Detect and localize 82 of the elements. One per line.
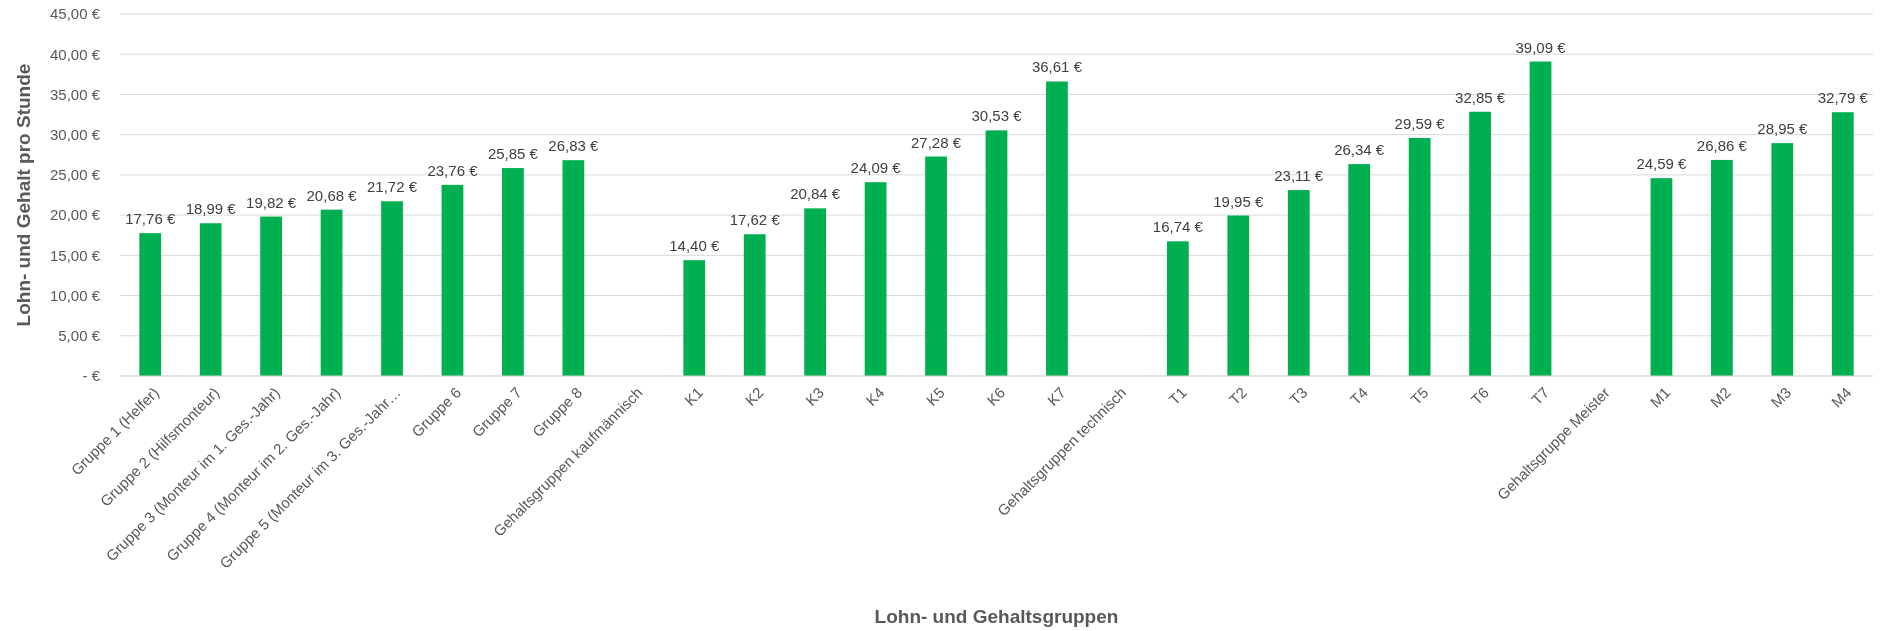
data-label: 18,99 € [185,200,237,218]
y-axis-title: Lohn- und Gehalt pro Stunde [13,63,34,327]
x-tick-label: M1 [1646,383,1674,411]
data-label: 26,83 € [548,137,600,155]
x-axis-title: Lohn- und Gehaltsgruppen [874,606,1119,627]
x-tick-label: T2 [1225,383,1251,409]
x-tick-label: T1 [1165,383,1190,409]
x-tick-label: K7 [1043,383,1069,409]
y-tick-label: 25,00 € [49,166,101,184]
y-tick-label: - € [82,367,101,385]
bar [1227,215,1250,376]
y-tick-label: 30,00 € [49,125,101,143]
bar [1166,241,1189,376]
data-label: 23,76 € [427,161,479,179]
bar [1650,178,1673,376]
x-tick-label: K2 [741,383,767,409]
data-label: 26,86 € [1696,136,1748,154]
y-tick-label: 20,00 € [49,206,101,224]
bar [1408,137,1431,376]
x-tick-label: K5 [922,383,948,409]
data-label: 25,85 € [487,145,539,163]
bar [683,260,706,376]
bar [562,160,585,376]
x-tick-label: T6 [1467,383,1492,409]
data-label: 20,68 € [306,186,358,204]
bar [1469,111,1491,376]
data-label: 16,74 € [1152,218,1204,236]
x-tick-label: K3 [801,383,827,409]
y-tick-label: 15,00 € [49,246,101,264]
bar [381,201,403,376]
bar [441,184,464,376]
bar [864,182,887,376]
data-label: 32,85 € [1455,88,1506,106]
bar [925,156,947,376]
bar [1287,190,1310,376]
data-label: 20,84 € [790,185,841,203]
x-tick-label: K4 [862,383,888,409]
y-tick-label: 10,00 € [49,286,101,304]
y-tick-label: 35,00 € [49,85,101,103]
data-label: 17,62 € [729,211,781,229]
bar [1046,81,1068,376]
x-tick-label: K6 [983,383,1009,409]
bar [320,209,343,376]
bar [1711,159,1733,376]
bar [743,234,766,376]
data-label: 36,61 € [1031,58,1083,76]
bar [1771,143,1794,376]
data-label: 26,34 € [1334,141,1385,159]
data-label: 29,59 € [1394,114,1446,132]
data-label: 23,11 € [1274,167,1324,185]
x-tick-label: T4 [1346,383,1372,409]
data-label: 14,40 € [669,237,720,255]
x-tick-label: M4 [1827,383,1855,411]
data-label: 24,59 € [1636,155,1688,173]
x-tick-label: T7 [1527,383,1553,409]
bar [985,130,1008,376]
data-label: 27,28 € [911,133,962,151]
data-label: 28,95 € [1757,120,1809,138]
bar [139,233,162,376]
data-label: 21,72 € [366,178,418,196]
data-label: 32,79 € [1817,89,1869,107]
data-label: 24,09 € [850,159,902,177]
data-label: 19,82 € [246,193,297,211]
bar [199,223,222,376]
x-tick-label: K1 [681,383,707,409]
y-tick-label: 45,00 € [49,5,101,23]
data-label: 30,53 € [971,107,1023,125]
bar [1529,61,1552,376]
data-label: 17,76 € [125,210,176,228]
x-tick-label: M2 [1706,383,1734,411]
bar [1348,164,1371,376]
data-label: 19,95 € [1213,192,1264,210]
bar [260,216,282,376]
bar [502,168,524,376]
x-tick-label: T3 [1286,383,1311,409]
y-tick-label: 5,00 € [58,327,101,345]
data-label: 39,09 € [1515,38,1567,56]
x-tick-label: M3 [1767,383,1795,411]
bar [804,208,827,376]
x-tick-label: T5 [1407,383,1432,409]
y-tick-label: 40,00 € [49,45,101,63]
bar [1831,112,1854,376]
